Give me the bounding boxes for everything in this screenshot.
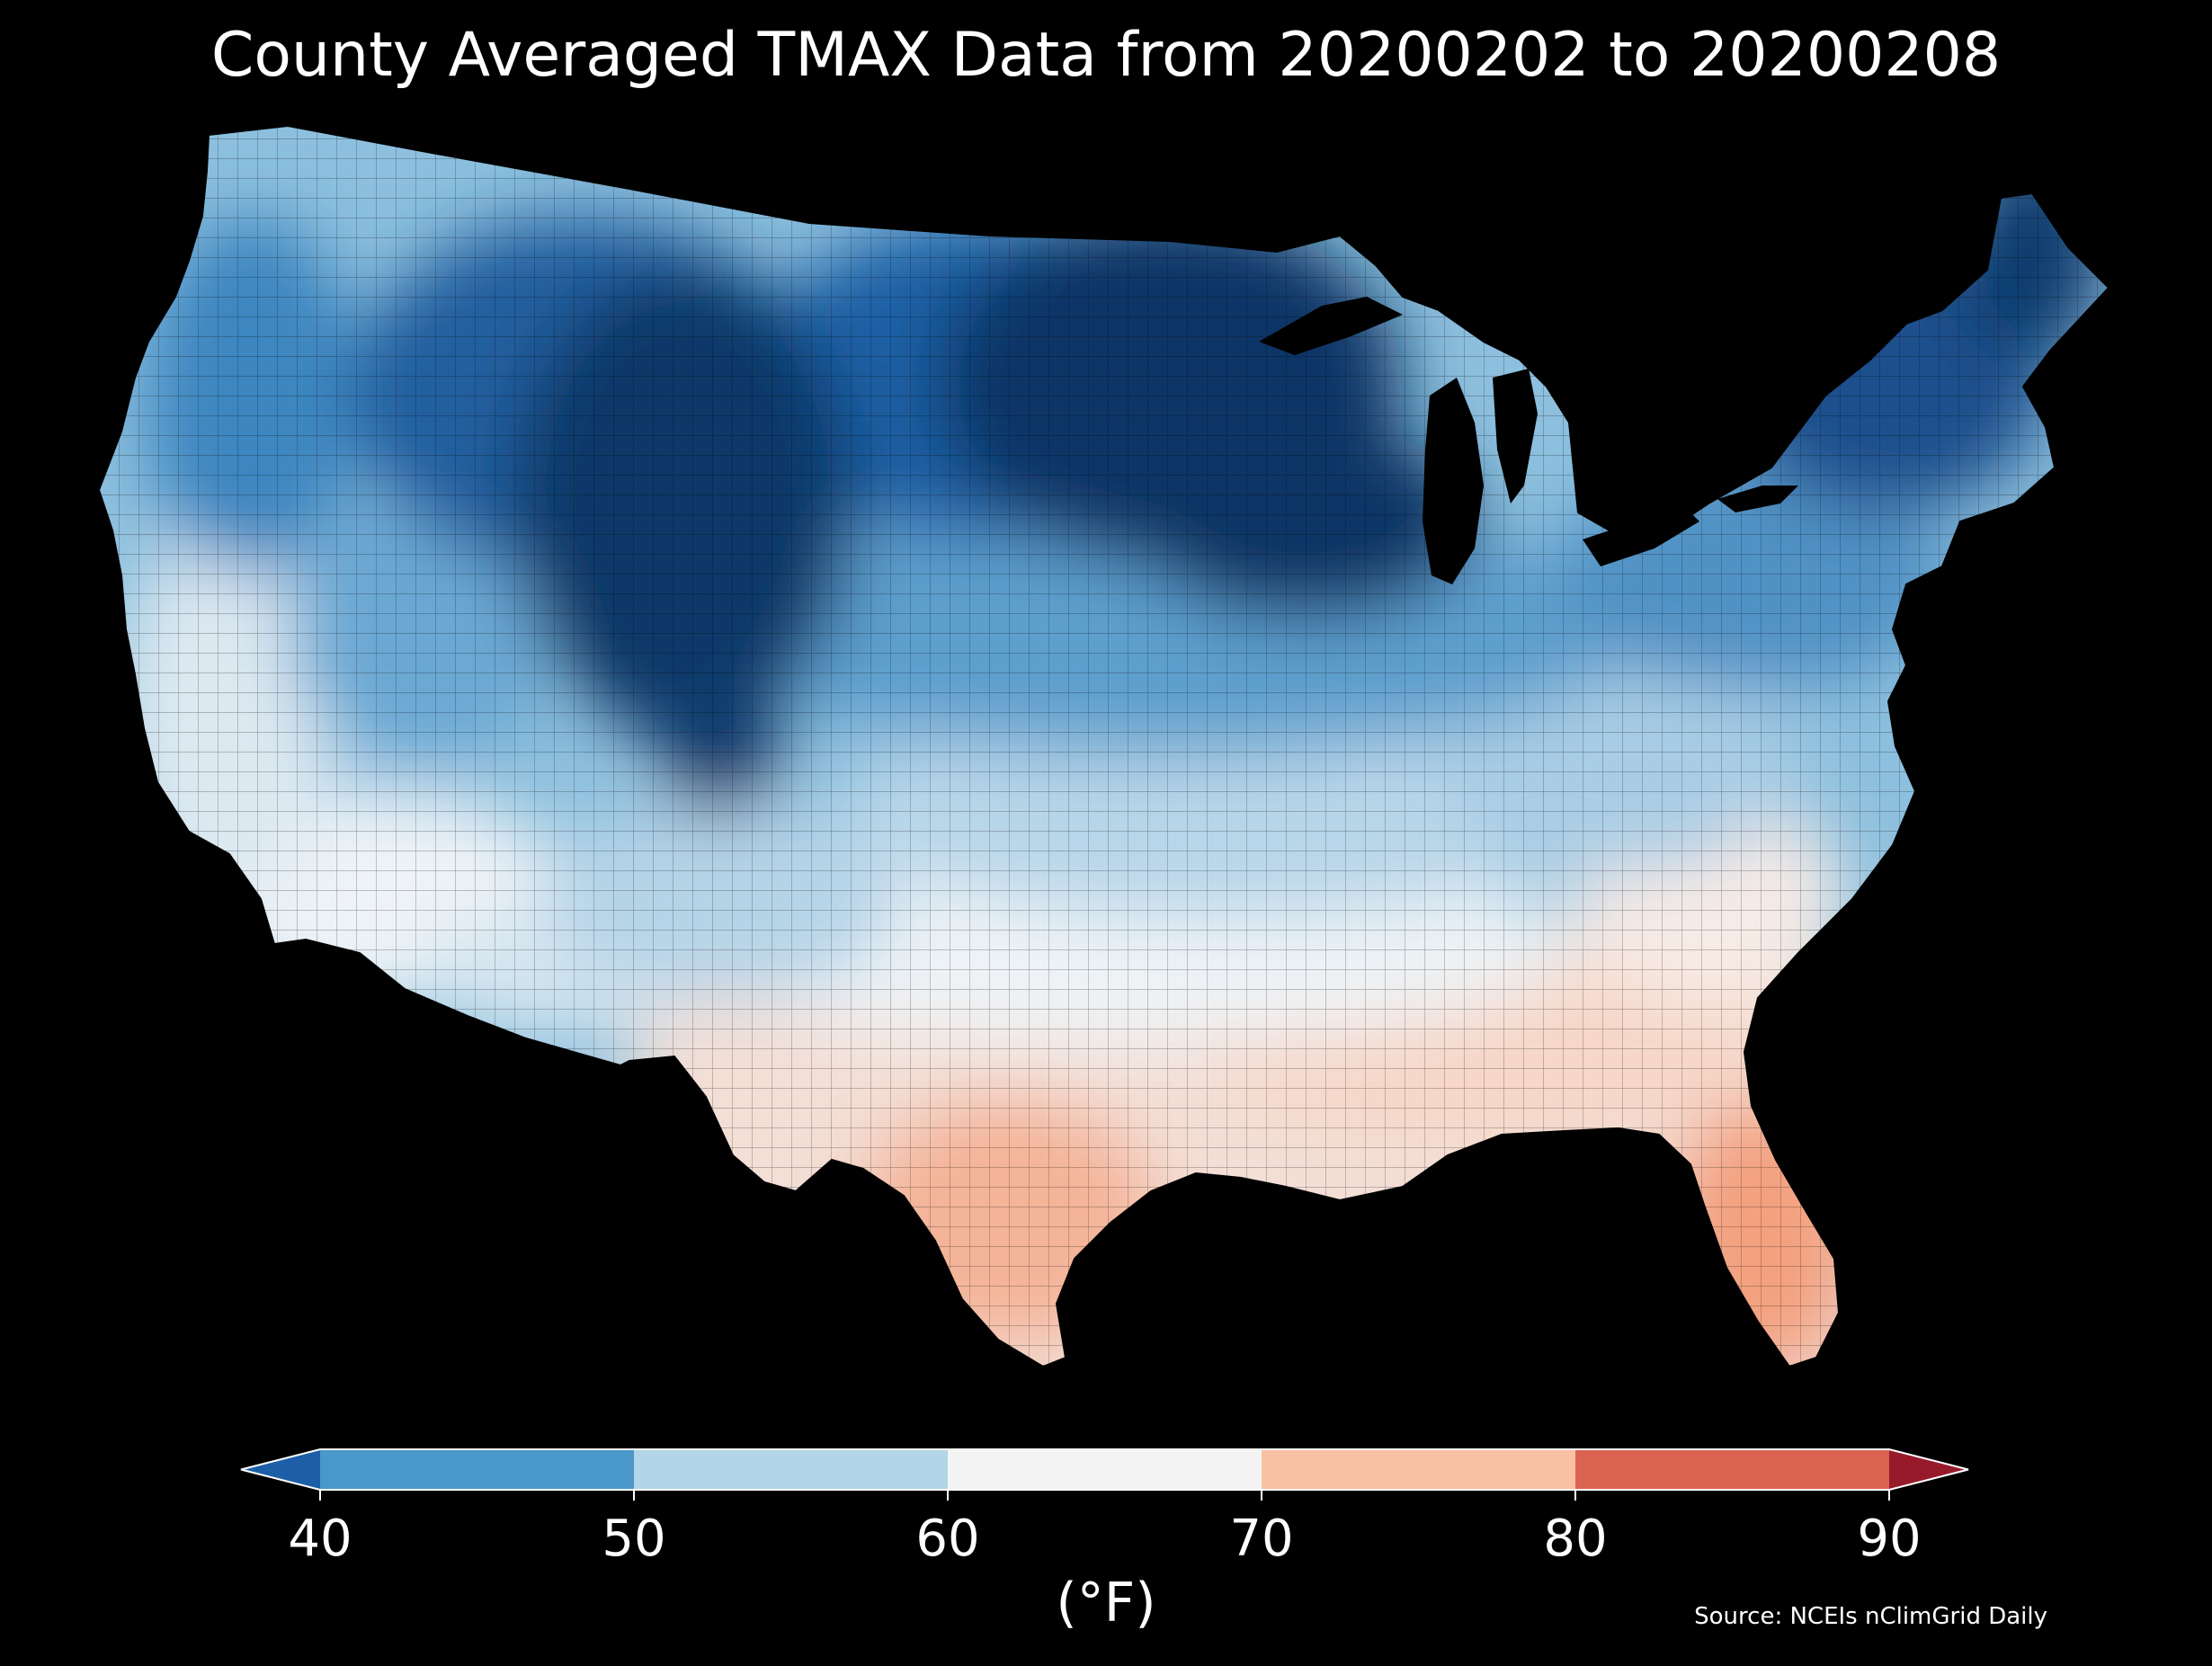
colorbar-bin [1575, 1449, 1889, 1490]
colorbar-tick-label: 90 [1857, 1510, 1922, 1568]
colorbar-tick-label: 50 [602, 1510, 666, 1568]
map-title: County Averaged TMAX Data from 20200202 … [210, 20, 2002, 91]
colorbar-unit-label: (°F) [1056, 1572, 1156, 1635]
colorbar-extend-low [241, 1449, 320, 1490]
great-lakes [1259, 297, 1798, 584]
colorbar-extend-high [1889, 1449, 1968, 1490]
colorbar-bin [634, 1449, 948, 1490]
colorbar-bin [948, 1449, 1262, 1490]
colorbar-bin [320, 1449, 634, 1490]
colorbar-tick-label: 70 [1229, 1510, 1294, 1568]
colorbar-tick-label: 40 [288, 1510, 352, 1568]
colorbar-bin [1262, 1449, 1575, 1490]
colorbar-tick-label: 60 [915, 1510, 980, 1568]
source-credit: Source: NCEIs nClimGrid Daily [1694, 1603, 2047, 1630]
colorbar-tick-label: 80 [1543, 1510, 1608, 1568]
colorbar [240, 1448, 1969, 1501]
